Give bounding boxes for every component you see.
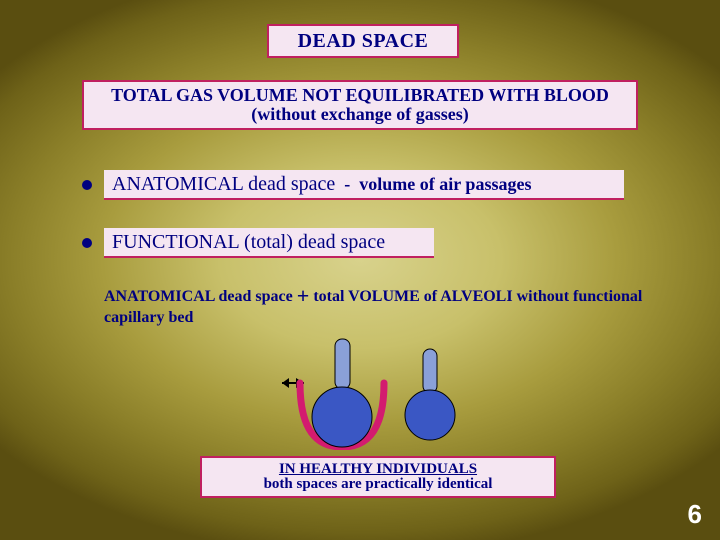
bullet-row-anatomical: ANATOMICAL dead space - volume of air pa… [82, 170, 624, 200]
desc-part1: ANATOMICAL dead space [104, 288, 297, 305]
anatomical-rest: volume of air passages [359, 174, 531, 195]
functional-text: FUNCTIONAL (total) dead space [112, 231, 385, 254]
anatomical-sep: - [335, 174, 359, 195]
footer-box: IN HEALTHY INDIVIDUALS both spaces are p… [200, 456, 556, 498]
arrow-tail [282, 378, 289, 388]
left-alveolus [312, 387, 372, 447]
left-tube [335, 339, 350, 389]
bullet-icon [82, 238, 92, 248]
anatomical-strong: ANATOMICAL dead space [112, 173, 335, 196]
title-box: DEAD SPACE [267, 24, 459, 58]
bullet-row-functional: FUNCTIONAL (total) dead space [82, 228, 434, 258]
description-text: ANATOMICAL dead space + total VOLUME of … [104, 280, 664, 328]
subtitle-line2: (without exchange of gasses) [251, 104, 469, 125]
functional-line-box: FUNCTIONAL (total) dead space [104, 228, 434, 258]
alveoli-svg [280, 335, 480, 450]
footer-line2: both spaces are practically identical [264, 476, 493, 493]
right-tube [423, 349, 437, 393]
page-number: 6 [688, 499, 702, 530]
anatomical-line-box: ANATOMICAL dead space - volume of air pa… [104, 170, 624, 200]
right-alveolus [405, 390, 455, 440]
subtitle-box: TOTAL GAS VOLUME NOT EQUILIBRATED WITH B… [82, 80, 638, 130]
bullet-icon [82, 180, 92, 190]
title-text: DEAD SPACE [298, 30, 429, 53]
desc-plus: + [297, 283, 310, 308]
alveoli-diagram [280, 335, 480, 450]
subtitle-line1: TOTAL GAS VOLUME NOT EQUILIBRATED WITH B… [111, 85, 609, 106]
